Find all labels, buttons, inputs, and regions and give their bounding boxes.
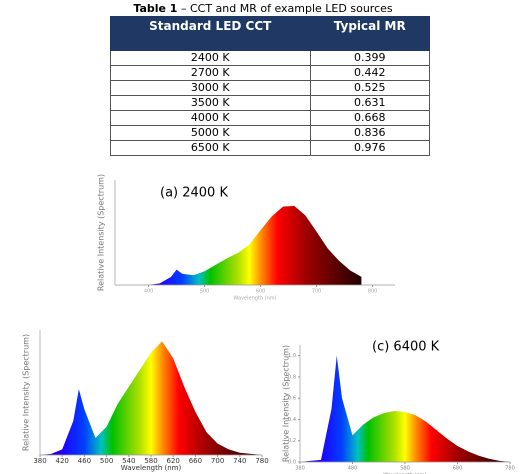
- y-tick-label: 0.6: [288, 396, 296, 402]
- x-tick-label: 580: [400, 466, 410, 472]
- spectrum-area: [40, 341, 262, 455]
- header-cell: Standard LED CCT: [110, 16, 311, 51]
- x-axis-label: Wavelength (nm): [121, 464, 182, 472]
- x-tick-label: 700: [312, 289, 322, 295]
- y-tick-label: 0.8: [288, 374, 296, 380]
- x-tick-label: 500: [100, 457, 113, 465]
- x-tick-label: 800: [368, 289, 378, 295]
- y-axis-label: Relative Intensity (Spectrum): [22, 334, 31, 451]
- header-row: Standard LED CCT Typical MR: [110, 16, 430, 51]
- table-row: 2400 K 0.399: [110, 50, 430, 66]
- x-tick-label: 620: [167, 457, 180, 465]
- x-axis-label: Wavelength (nm): [383, 473, 426, 474]
- table-cell: 2400 K: [110, 50, 311, 66]
- table-row: 6500 K 0.976: [110, 140, 430, 156]
- caption-text: – CCT and MR of example LED sources: [180, 2, 393, 15]
- x-tick-label: 500: [200, 289, 210, 295]
- table-cell: 6500 K: [110, 140, 311, 156]
- x-tick-label: 700: [211, 457, 224, 465]
- table-cell: 3500 K: [110, 95, 311, 111]
- table-cell: 0.442: [309, 65, 430, 81]
- table-cell: 0.976: [309, 140, 430, 156]
- x-tick-label: 600: [256, 289, 266, 295]
- spectrum-area: [300, 355, 510, 462]
- y-tick-label: 0.4: [288, 417, 296, 423]
- x-tick-label: 580: [144, 457, 157, 465]
- y-tick-label: 0.0: [288, 460, 296, 466]
- table-row: 2700 K 0.442: [110, 65, 430, 81]
- x-tick-label: 740: [233, 457, 246, 465]
- x-tick-label: 400: [144, 289, 154, 295]
- figure-title: (c) 6400 K: [372, 340, 440, 355]
- x-tick-label: 380: [295, 466, 305, 472]
- table-cell: 0.836: [309, 125, 430, 141]
- table-row: 5000 K 0.836: [110, 125, 430, 141]
- caption-label: Table 1: [133, 2, 178, 15]
- figure-title: (a) 2400 K: [160, 186, 228, 201]
- table: Standard LED CCT Typical MR 2400 K 0.399 2…: [110, 16, 430, 156]
- y-axis-label: Relative Intensity (Spectrum): [282, 345, 291, 462]
- x-axis-label: Wavelength (nm): [233, 296, 276, 302]
- x-tick-label: 680: [453, 466, 463, 472]
- x-tick-label: 780: [255, 457, 268, 465]
- spectrum-area: [137, 205, 362, 285]
- y-tick-label: 1.0: [288, 353, 296, 359]
- table-caption: Table 1 – CCT and MR of example LED sour…: [0, 2, 526, 15]
- x-tick-label: 540: [122, 457, 135, 465]
- x-tick-label: 480: [348, 466, 358, 472]
- x-tick-label: 460: [78, 457, 91, 465]
- y-tick-label: 0.2: [288, 438, 296, 444]
- y-axis-label: Relative Intensity (Spectrum): [97, 174, 106, 291]
- table-row: 3500 K 0.631: [110, 95, 430, 111]
- x-tick-label: 420: [56, 457, 69, 465]
- header-cell: Typical MR: [309, 16, 430, 51]
- x-tick-label: 380: [33, 457, 46, 465]
- x-tick-label: 660: [189, 457, 202, 465]
- x-tick-label: 780: [505, 466, 515, 472]
